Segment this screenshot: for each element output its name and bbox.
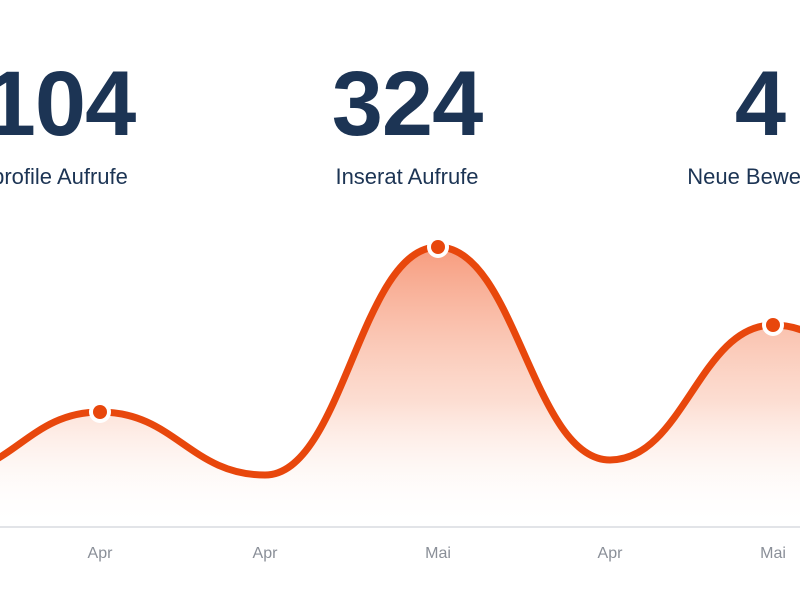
stat-value: 4	[734, 53, 786, 155]
stat-value: 104	[0, 53, 136, 155]
stat-card-listing-views[interactable]: 324 Inserat Aufrufe	[247, 58, 567, 190]
x-tick-label: Mai	[425, 545, 451, 562]
stat-value: 324	[331, 53, 484, 155]
stat-card-new-applications[interactable]: 4 Neue Bewerbu	[600, 58, 800, 190]
data-point-dot	[431, 240, 445, 254]
chart-points	[89, 236, 784, 423]
x-tick-label: Apr	[253, 545, 279, 562]
stat-label: Neue Bewerbu	[687, 164, 800, 189]
stat-label: profile Aufrufe	[0, 164, 128, 189]
chart-x-ticks: Apr Apr Mai Apr Mai	[88, 545, 786, 562]
x-tick-label: Apr	[88, 545, 114, 562]
data-point-dot	[766, 318, 780, 332]
stat-label: Inserat Aufrufe	[335, 164, 479, 189]
x-tick-label: Mai	[760, 545, 786, 562]
x-tick-label: Apr	[598, 545, 624, 562]
data-point-dot	[93, 405, 107, 419]
chart-area-fill	[0, 247, 800, 527]
stat-card-profile-views[interactable]: 104 profile Aufrufe	[0, 58, 220, 190]
